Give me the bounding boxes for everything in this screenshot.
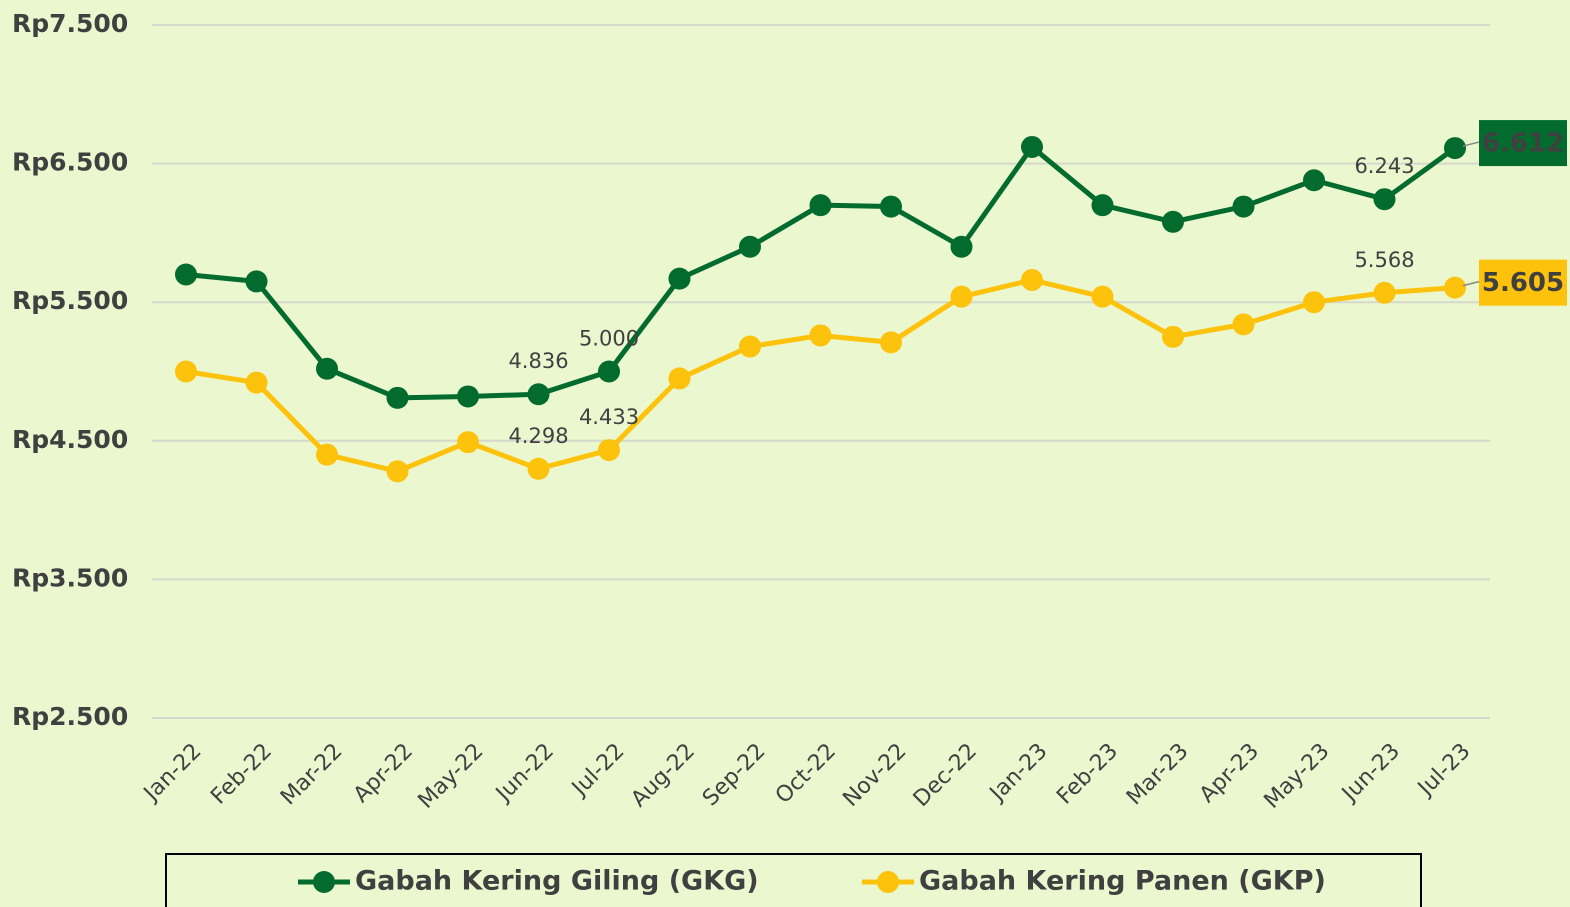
data-label: 6.612	[1482, 129, 1564, 159]
data-point	[880, 195, 902, 218]
y-tick-label: Rp3.500	[12, 563, 128, 592]
data-point	[739, 335, 761, 358]
data-point	[1021, 135, 1043, 158]
x-tick-label: Jun-22	[490, 739, 559, 808]
x-tick-label: Jun-23	[1336, 739, 1405, 808]
x-tick-label: Feb-22	[206, 739, 277, 810]
x-tick-label: Jan-22	[138, 739, 206, 807]
data-point	[1091, 285, 1114, 308]
series-line	[185, 277, 1456, 474]
data-point	[739, 235, 761, 258]
data-point	[457, 385, 479, 408]
data-point	[245, 371, 268, 394]
data-point	[668, 267, 691, 290]
leader-line	[1462, 280, 1480, 287]
x-tick-label: Jan-23	[984, 739, 1052, 807]
data-point	[245, 270, 268, 293]
data-point	[1091, 194, 1114, 217]
data-point	[1303, 169, 1325, 192]
y-tick-label: Rp2.500	[12, 702, 128, 731]
leader-line	[1462, 141, 1480, 147]
y-tick-label: Rp5.500	[12, 286, 128, 315]
data-point	[386, 460, 409, 483]
data-point	[386, 386, 409, 409]
legend-marker	[313, 871, 335, 893]
data-label: 4.836	[508, 349, 568, 373]
x-tick-label: Dec-22	[909, 739, 982, 812]
x-tick-label: Mar-22	[276, 739, 347, 810]
data-label: 5.605	[1482, 268, 1564, 298]
data-label: 5.568	[1354, 248, 1414, 272]
data-point	[316, 443, 338, 466]
data-point	[527, 383, 550, 406]
legend-label: Gabah Kering Giling (GKG)	[355, 866, 759, 897]
legend-box	[165, 853, 1422, 907]
x-tick-label: May-23	[1260, 739, 1335, 814]
legend-label: Gabah Kering Panen (GKP)	[919, 866, 1326, 897]
x-tick-label: May-22	[414, 739, 489, 814]
x-tick-label: Sep-22	[698, 739, 770, 811]
x-tick-label: Apr-23	[1195, 739, 1264, 808]
data-point	[175, 263, 197, 286]
data-point	[809, 194, 832, 217]
x-tick-label: Jul-22	[566, 739, 629, 802]
data-point	[1303, 291, 1325, 314]
data-label: 4.298	[508, 424, 568, 448]
data-point	[1232, 195, 1255, 218]
y-tick-label: Rp7.500	[12, 9, 128, 38]
data-point	[1021, 269, 1043, 292]
x-tick-label: Jul-23	[1412, 739, 1475, 802]
data-point	[1373, 188, 1396, 211]
data-point	[527, 457, 550, 480]
x-tick-label: Feb-23	[1052, 739, 1123, 810]
x-tick-label: Apr-22	[349, 739, 418, 808]
data-point	[950, 285, 973, 308]
data-point	[1162, 210, 1184, 233]
data-point	[1232, 313, 1255, 336]
data-point	[1444, 137, 1466, 160]
data-point	[1444, 276, 1466, 299]
data-label: 5.000	[579, 327, 639, 351]
data-point	[880, 331, 902, 354]
data-point	[809, 324, 832, 347]
y-tick-label: Rp6.500	[12, 148, 128, 177]
data-point	[598, 360, 620, 383]
data-point	[598, 439, 620, 462]
data-point	[1162, 325, 1184, 348]
label-box	[1479, 259, 1567, 306]
data-point	[668, 367, 691, 390]
series-line	[185, 144, 1457, 401]
data-point	[316, 357, 338, 380]
x-tick-label: Oct-22	[771, 739, 841, 809]
data-label: 6.243	[1354, 154, 1414, 178]
data-point	[1373, 281, 1396, 304]
x-tick-label: Aug-22	[627, 739, 700, 812]
data-point	[175, 360, 197, 383]
x-tick-label: Mar-23	[1122, 739, 1193, 810]
data-point	[457, 431, 479, 454]
x-tick-label: Nov-22	[838, 739, 911, 812]
legend-marker	[877, 871, 899, 893]
data-point	[950, 235, 973, 258]
y-tick-label: Rp4.500	[12, 425, 128, 454]
label-box	[1479, 120, 1567, 167]
data-label: 4.433	[579, 405, 639, 429]
